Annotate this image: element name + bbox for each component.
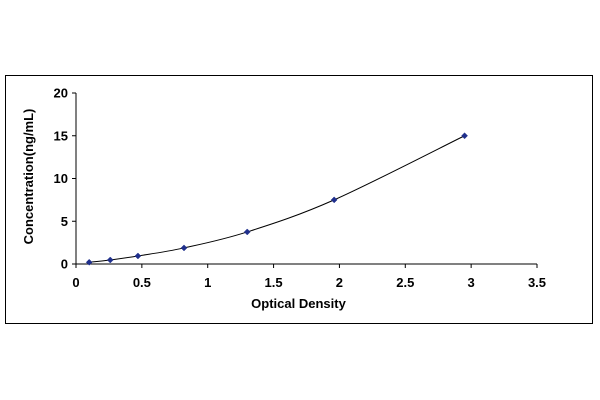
x-tick-label: 3 xyxy=(468,275,475,290)
x-tick-label: 2.5 xyxy=(396,275,414,290)
chart-frame xyxy=(5,75,593,324)
fitted-curve-line xyxy=(89,135,465,263)
y-tick-label: 20 xyxy=(54,86,68,101)
y-tick-label: 5 xyxy=(61,214,68,229)
data-point-marker xyxy=(180,244,188,252)
x-tick-label: 3.5 xyxy=(528,275,546,290)
y-tick-label: 10 xyxy=(54,171,68,186)
data-point-marker xyxy=(243,228,251,236)
y-tick-label: 0 xyxy=(61,257,68,272)
data-point-marker xyxy=(461,132,468,140)
data-point-marker xyxy=(134,252,142,260)
tick-labels: 0 0.5 1 1.5 2 2.5 3 3.5 0 5 10 15 20 xyxy=(54,86,547,291)
data-point-marker xyxy=(106,256,114,264)
data-point-marker xyxy=(85,258,93,266)
x-tick-label: 2 xyxy=(336,275,343,290)
x-axis-title: Optical Density xyxy=(251,296,346,311)
data-point-marker xyxy=(330,196,338,204)
axes xyxy=(72,92,538,268)
data-points xyxy=(85,132,468,266)
y-tick-label: 15 xyxy=(54,128,68,143)
x-tick-label: 0 xyxy=(72,275,79,290)
y-axis-title: Concentration(ng/mL) xyxy=(21,109,36,245)
x-tick-label: 0.5 xyxy=(133,275,151,290)
x-tick-label: 1 xyxy=(204,275,211,290)
x-tick-label: 1.5 xyxy=(265,275,283,290)
